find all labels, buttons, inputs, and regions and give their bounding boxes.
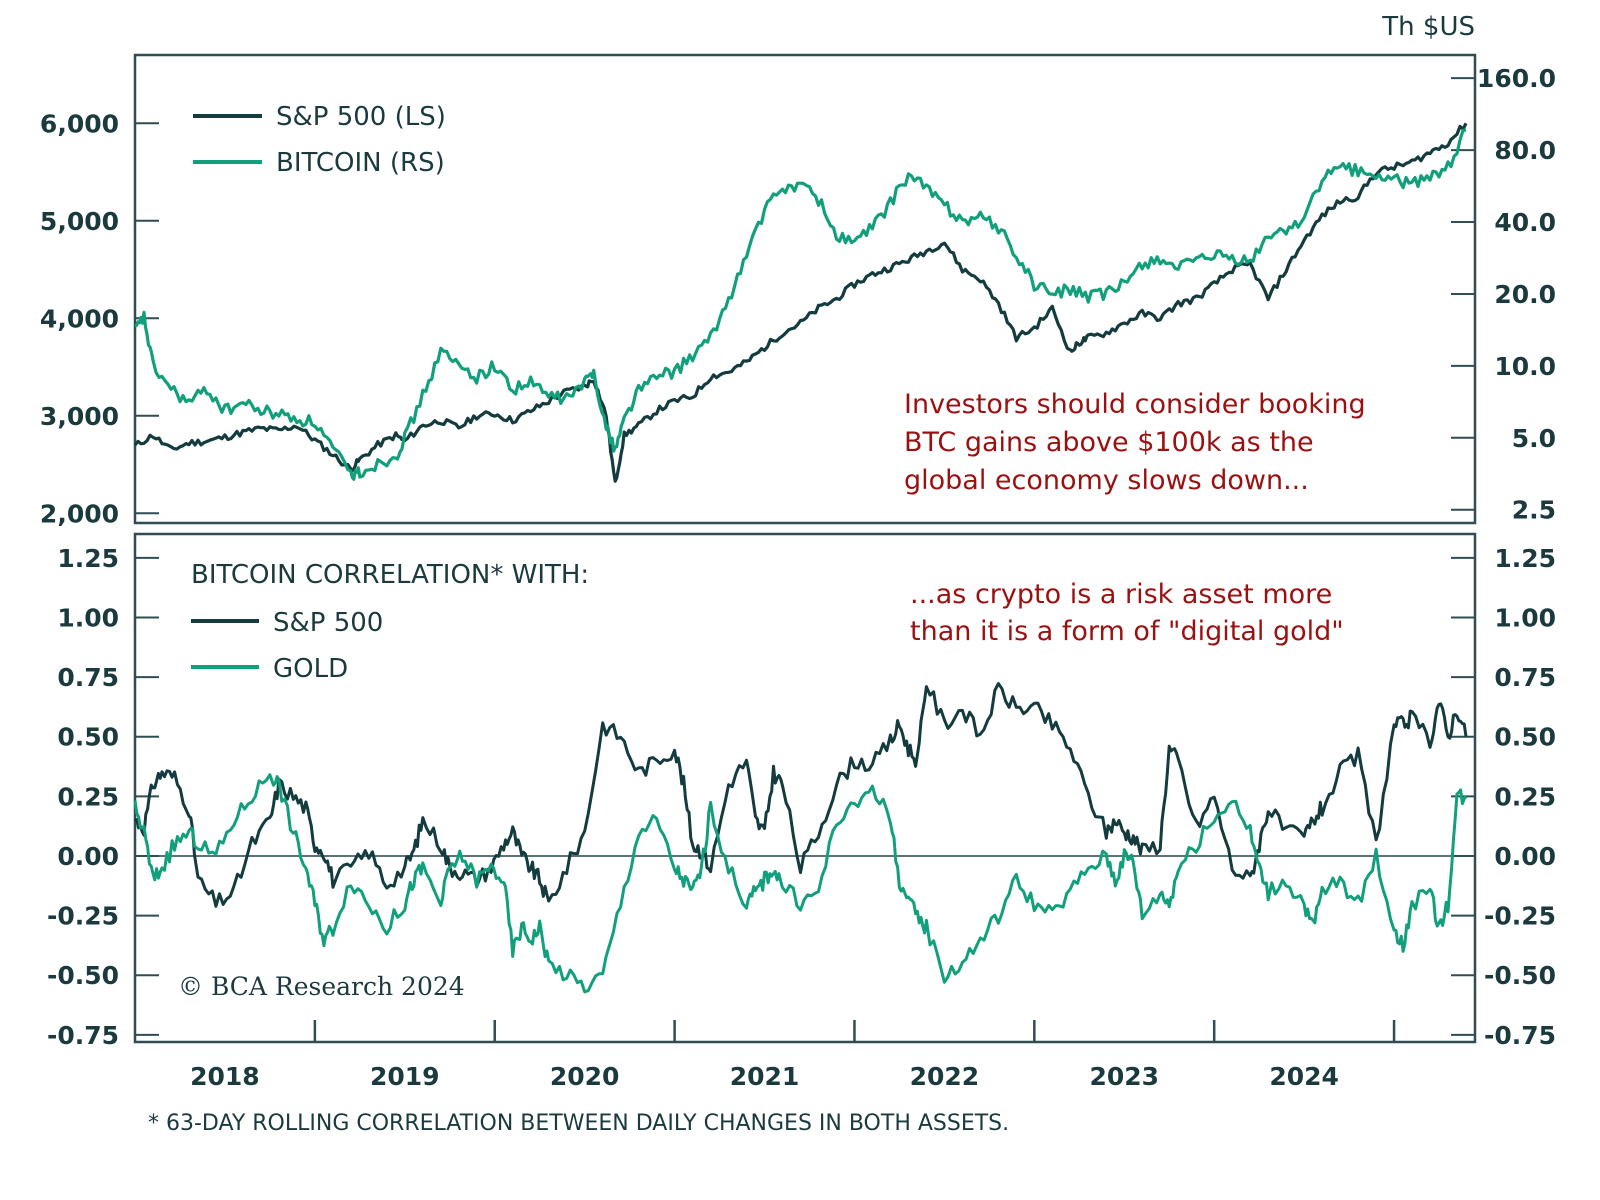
legend-label-sp500-corr: S&P 500: [273, 608, 383, 638]
top-annotation: Investors should consider booking BTC ga…: [904, 389, 1366, 496]
top-plot-frame: [133, 53, 1477, 525]
top-legend: S&P 500 (LS) BITCOIN (RS): [193, 102, 446, 178]
legend-label-sp500: S&P 500 (LS): [276, 102, 446, 132]
x-tick-label: 2018: [190, 1062, 260, 1091]
series-line-sp500-corr: [134, 682, 1468, 908]
right-tick-label: 1.00: [1494, 603, 1556, 632]
bottom-annotation-line-1: ...as crypto is a risk asset more: [910, 579, 1332, 610]
right-tick-label: 1.25: [1494, 544, 1556, 573]
x-tick-label: 2023: [1089, 1062, 1159, 1091]
bottom-plot-frame: [133, 532, 1477, 1044]
right-tick-label: 2.5: [1512, 496, 1556, 525]
series-line-bitcoin: [134, 128, 1467, 481]
right-tick-label: 5.0: [1512, 424, 1556, 453]
bottom-panel-title: BITCOIN CORRELATION* WITH:: [191, 560, 589, 590]
series-line-sp500: [133, 122, 1468, 483]
left-tick-label: 0.50: [57, 723, 119, 752]
bottom-annotation: ...as crypto is a risk asset more than i…: [910, 579, 1344, 647]
bottom-series-group: [133, 682, 1468, 994]
left-tick-label: 1.25: [57, 544, 119, 573]
x-tick-label: 2019: [370, 1062, 440, 1091]
left-tick-label: 2,000: [40, 499, 119, 528]
left-tick-label: 0.75: [57, 663, 119, 692]
right-tick-label: 80.0: [1494, 136, 1556, 165]
x-tick-label: 2020: [550, 1062, 620, 1091]
footnote: * 63-DAY ROLLING CORRELATION BETWEEN DAI…: [148, 1111, 1009, 1136]
top-series-group: [133, 122, 1468, 483]
left-tick-label: 6,000: [40, 109, 119, 138]
right-axis-unit-label: Th $US: [1381, 12, 1475, 42]
right-tick-label: 40.0: [1494, 208, 1556, 237]
right-tick-label: 20.0: [1494, 280, 1556, 309]
top-annotation-line-3: global economy slows down...: [904, 465, 1309, 496]
left-tick-label: 0.00: [57, 842, 119, 871]
legend-label-bitcoin: BITCOIN (RS): [276, 148, 445, 178]
left-tick-label: 1.00: [57, 603, 119, 632]
left-tick-label: -0.50: [47, 961, 119, 990]
left-tick-label: 5,000: [40, 207, 119, 236]
top-right-axis: 2.5 5.0 10.0 20.0 40.0 80.0 160.0: [1451, 64, 1556, 525]
bottom-annotation-line-2: than it is a form of "digital gold": [910, 616, 1344, 647]
top-left-axis: 2,000 3,000 4,000 5,000 6,000: [40, 109, 159, 528]
top-annotation-line-1: Investors should consider booking: [904, 389, 1366, 420]
top-annotation-line-2: BTC gains above $100k as the: [904, 427, 1314, 458]
right-tick-label: -0.75: [1484, 1021, 1556, 1050]
right-tick-label: 0.50: [1494, 723, 1556, 752]
x-tick-label: 2021: [730, 1062, 800, 1091]
copyright-label: © BCA Research 2024: [178, 972, 465, 1001]
right-tick-label: 0.25: [1494, 782, 1556, 811]
bottom-right-axis: -0.75 -0.50 -0.25 0.00 0.25 0.50 0.75 1.00 1.25: [1451, 544, 1556, 1050]
bottom-legend: BITCOIN CORRELATION* WITH: S&P 500 GOLD: [191, 560, 589, 684]
bottom-left-axis: -0.75 -0.50 -0.25 0.00 0.25 0.50 0.75 1.00 1.25: [47, 544, 159, 1050]
legend-label-gold: GOLD: [273, 654, 348, 684]
x-tick-label: 2022: [910, 1062, 980, 1091]
right-tick-label: -0.25: [1484, 902, 1556, 931]
series-line-gold-corr: [133, 773, 1468, 994]
right-tick-label: 160.0: [1477, 64, 1556, 93]
x-tick-label: 2024: [1269, 1062, 1339, 1091]
left-tick-label: 3,000: [40, 402, 119, 431]
right-tick-label: 10.0: [1494, 352, 1556, 381]
right-tick-label: 0.75: [1494, 663, 1556, 692]
left-tick-label: -0.75: [47, 1021, 119, 1050]
right-tick-label: -0.50: [1484, 961, 1556, 990]
left-tick-label: -0.25: [47, 902, 119, 931]
left-tick-label: 0.25: [57, 782, 119, 811]
right-tick-label: 0.00: [1494, 842, 1556, 871]
x-axis: 2018 2019 2020 2021 2022 2023 2024: [190, 1020, 1396, 1091]
left-tick-label: 4,000: [40, 304, 119, 333]
